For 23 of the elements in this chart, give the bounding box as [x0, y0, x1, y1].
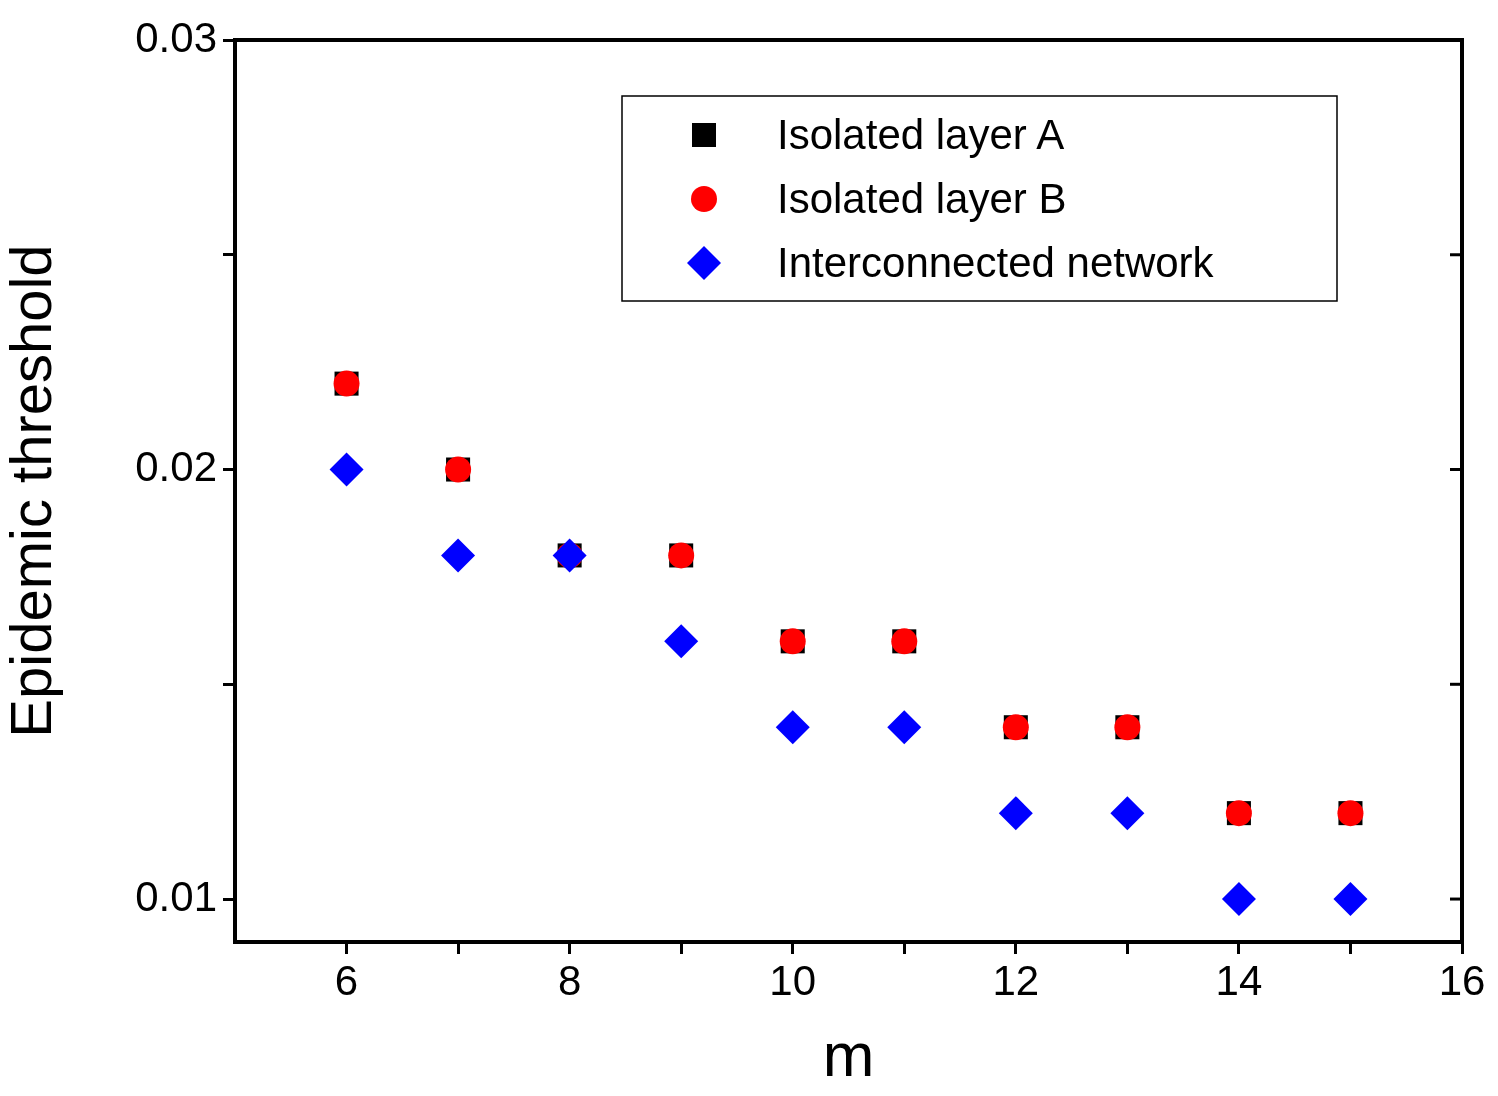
point	[775, 710, 810, 745]
point	[887, 710, 922, 745]
point	[329, 452, 364, 487]
y-axis-title: Epidemic threshold	[0, 244, 63, 738]
legend-label: Isolated layer A	[777, 110, 1065, 158]
x-tick-label: 8	[557, 956, 582, 1004]
point	[664, 624, 699, 659]
legend-label: Interconnected network	[777, 238, 1215, 286]
x-axis-title: m	[822, 1019, 875, 1089]
x-tick-label: 12	[992, 956, 1040, 1004]
x-tick-label: 16	[1438, 956, 1486, 1004]
legend-label: Isolated layer B	[777, 174, 1067, 222]
y-tick-label: 0.02	[135, 443, 217, 491]
x-tick-label: 14	[1215, 956, 1263, 1004]
point	[441, 538, 476, 573]
y-tick-label: 0.03	[135, 13, 217, 61]
y-tick-label: 0.01	[135, 872, 217, 920]
point	[1333, 882, 1368, 917]
point	[998, 796, 1033, 831]
x-tick-label: 10	[769, 956, 817, 1004]
point	[1110, 796, 1145, 831]
x-tick-label: 6	[334, 956, 359, 1004]
point	[1221, 882, 1256, 917]
